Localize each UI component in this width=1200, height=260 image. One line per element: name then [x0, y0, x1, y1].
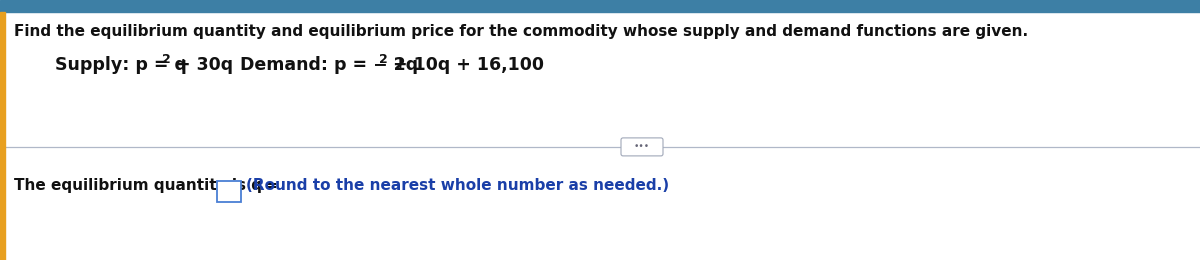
- Text: + 10q + 16,100: + 10q + 16,100: [386, 56, 544, 74]
- Text: 2: 2: [162, 53, 170, 66]
- Text: Find the equilibrium quantity and equilibrium price for the commodity whose supp: Find the equilibrium quantity and equili…: [14, 24, 1028, 39]
- Text: Demand: p = − 2q: Demand: p = − 2q: [222, 56, 418, 74]
- Text: + 30q: + 30q: [170, 56, 233, 74]
- Text: 2: 2: [379, 53, 388, 66]
- FancyBboxPatch shape: [217, 181, 241, 202]
- FancyBboxPatch shape: [622, 138, 662, 156]
- Text: The equilibrium quantity is q =: The equilibrium quantity is q =: [14, 178, 277, 193]
- Text: (Round to the nearest whole number as needed.): (Round to the nearest whole number as ne…: [246, 178, 670, 193]
- Text: •••: •••: [634, 142, 650, 151]
- Bar: [0, 12, 5, 260]
- Bar: [0, 0, 1200, 12]
- Text: Supply: p = q: Supply: p = q: [55, 56, 187, 74]
